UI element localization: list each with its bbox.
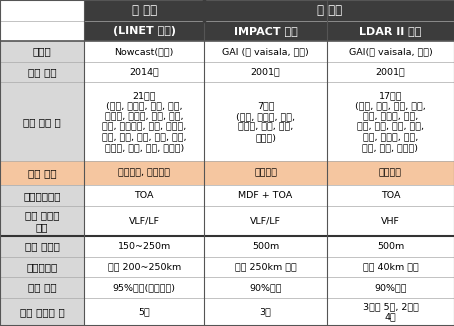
Bar <box>84 298 204 326</box>
Text: 5개: 5개 <box>138 307 150 317</box>
Text: VLF/LF: VLF/LF <box>250 216 281 226</box>
Bar <box>0 82 84 161</box>
Text: 반경 250km 이내: 반경 250km 이내 <box>235 262 296 272</box>
Text: 구 장비: 구 장비 <box>316 4 342 17</box>
Bar <box>84 62 204 82</box>
Bar <box>327 21 454 41</box>
Bar <box>84 277 204 298</box>
Bar <box>84 0 204 21</box>
Bar <box>84 206 204 236</box>
Bar <box>204 257 327 277</box>
Text: Nowcast(독일): Nowcast(독일) <box>114 47 174 56</box>
Bar <box>204 21 327 41</box>
Bar <box>204 62 327 82</box>
Bar <box>0 236 84 257</box>
Bar <box>0 185 84 206</box>
Text: 설치 지점 수: 설치 지점 수 <box>23 117 61 127</box>
Bar <box>0 161 84 185</box>
Text: 위치 정확성: 위치 정확성 <box>25 241 59 251</box>
Bar <box>0 41 84 62</box>
Text: 신 장비: 신 장비 <box>132 4 157 17</box>
Bar <box>84 161 204 185</box>
Text: 3차원 5개, 2차원
4개: 3차원 5개, 2차원 4개 <box>362 302 419 322</box>
Bar <box>327 82 454 161</box>
Bar <box>327 277 454 298</box>
Text: (LINET 센서): (LINET 센서) <box>113 26 176 36</box>
Bar <box>0 62 84 82</box>
Text: MDF + TOA: MDF + TOA <box>238 191 293 200</box>
Bar <box>0 277 84 298</box>
Text: 대지방전: 대지방전 <box>254 169 277 178</box>
Text: 2014년: 2014년 <box>129 67 159 77</box>
Text: 500m: 500m <box>377 242 404 251</box>
Bar <box>0 206 84 236</box>
Bar <box>204 277 327 298</box>
Text: 2001년: 2001년 <box>251 67 281 77</box>
Text: 150~250m: 150~250m <box>118 242 171 251</box>
Text: 대지방전, 구름방전: 대지방전, 구름방전 <box>118 169 170 178</box>
Bar <box>84 82 204 161</box>
Text: 베이스라인: 베이스라인 <box>26 262 58 272</box>
Text: 95%이상(대지방전): 95%이상(대지방전) <box>113 283 176 292</box>
Bar <box>204 161 327 185</box>
Bar <box>0 298 84 326</box>
Text: 도입 연도: 도입 연도 <box>28 67 56 77</box>
Bar <box>327 236 454 257</box>
Text: 구름방전: 구름방전 <box>379 169 402 178</box>
Bar <box>327 298 454 326</box>
Text: TOA: TOA <box>381 191 400 200</box>
Text: 7개소
(인천, 추풍령, 광주,
서귀포, 진주, 동해,
백령도): 7개소 (인천, 추풍령, 광주, 서귀포, 진주, 동해, 백령도) <box>236 102 295 142</box>
Bar <box>204 185 327 206</box>
Text: 관측 대상: 관측 대상 <box>28 168 56 178</box>
Text: 최소 수감부 수: 최소 수감부 수 <box>20 307 64 317</box>
Bar <box>84 185 204 206</box>
Text: GAI (現 vaisala, 미국): GAI (現 vaisala, 미국) <box>222 47 309 56</box>
Text: 반경 40km 이내: 반경 40km 이내 <box>363 262 418 272</box>
Text: 500m: 500m <box>252 242 279 251</box>
Text: 3개: 3개 <box>260 307 271 317</box>
Text: 탐측 효율: 탐측 효율 <box>28 283 56 293</box>
Text: TOA: TOA <box>134 191 154 200</box>
Bar <box>327 185 454 206</box>
Bar <box>204 206 327 236</box>
Bar <box>327 41 454 62</box>
Bar <box>84 41 204 62</box>
Text: 17개소
(수원, 서산, 청주, 광주,
목포, 흑산도, 여수,
제주, 진주, 안동, 춘천,
파주, 백령도, 부안,
포항, 울진, 대관령): 17개소 (수원, 서산, 청주, 광주, 목포, 흑산도, 여수, 제주, 진… <box>355 91 426 152</box>
Bar <box>0 257 84 277</box>
Text: 2001년: 2001년 <box>375 67 405 77</box>
Bar <box>84 257 204 277</box>
Bar <box>204 298 327 326</box>
Bar <box>0 0 84 41</box>
Bar <box>327 206 454 236</box>
Text: VLF/LF: VLF/LF <box>128 216 160 226</box>
Text: 수신 주파수
대역: 수신 주파수 대역 <box>25 210 59 232</box>
Bar <box>327 257 454 277</box>
Bar <box>204 0 454 21</box>
Bar <box>204 236 327 257</box>
Text: 제작사: 제작사 <box>33 47 51 56</box>
Bar <box>204 41 327 62</box>
Bar <box>84 21 204 41</box>
Bar <box>84 236 204 257</box>
Text: VHF: VHF <box>381 216 400 226</box>
Text: GAI(現 vaisala, 미국): GAI(現 vaisala, 미국) <box>349 47 432 56</box>
Text: 90%이상: 90%이상 <box>249 283 282 292</box>
Text: 90%이상: 90%이상 <box>374 283 407 292</box>
Text: 낙뢰탐지방식: 낙뢰탐지방식 <box>23 191 61 201</box>
Text: LDAR II 센서: LDAR II 센서 <box>359 26 422 36</box>
Text: 21개소
(간성, 백령도, 춘천, 파주,
대관령, 울릉도, 인천, 울진,
충주, 서해기지, 보령, 추풍령,
포항, 거창, 고창, 부산, 여수,
: 21개소 (간성, 백령도, 춘천, 파주, 대관령, 울릉도, 인천, 울진,… <box>102 91 187 152</box>
Bar <box>327 62 454 82</box>
Bar <box>204 82 327 161</box>
Text: 반경 200~250km: 반경 200~250km <box>108 262 181 272</box>
Bar <box>327 161 454 185</box>
Text: IMPACT 센서: IMPACT 센서 <box>234 26 297 36</box>
